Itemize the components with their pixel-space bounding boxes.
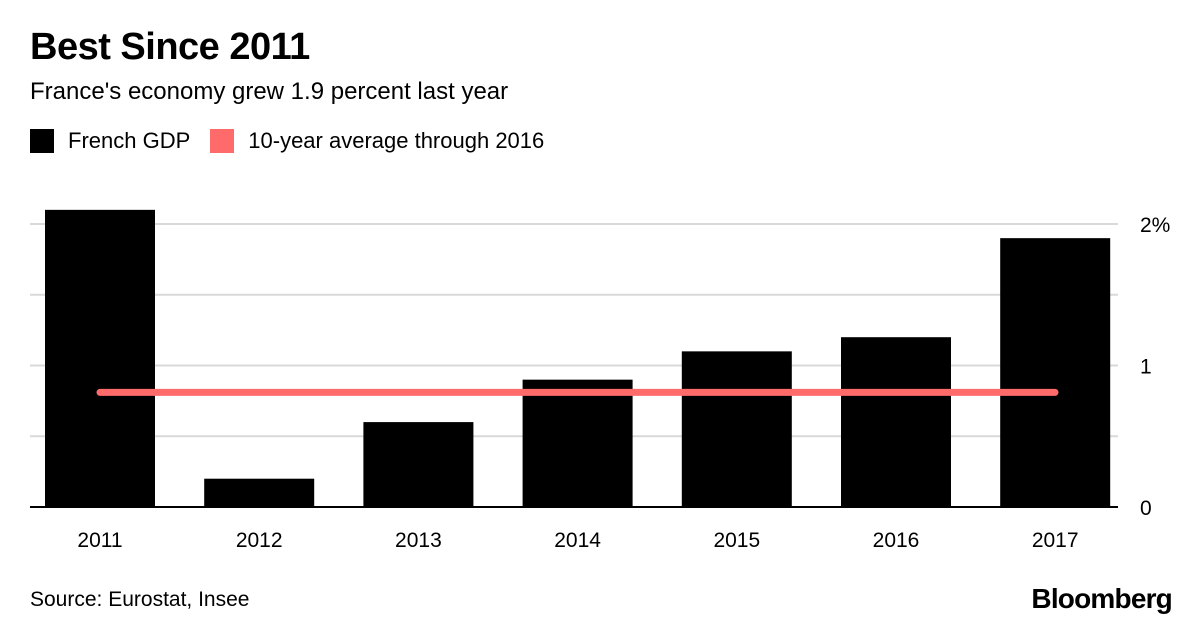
y-tick-label: 2% <box>1140 214 1170 237</box>
x-tick-label: 2014 <box>554 529 601 552</box>
bar <box>204 478 315 507</box>
bar <box>522 379 633 507</box>
x-tick-label: 2013 <box>395 529 442 552</box>
bar <box>363 422 474 507</box>
legend-item-french-gdp: French GDP <box>30 128 190 154</box>
y-tick-label: 1 <box>1140 356 1152 379</box>
chart-title: Best Since 2011 <box>30 26 310 68</box>
bar <box>1000 238 1111 507</box>
bar <box>841 337 951 507</box>
bar <box>681 351 792 507</box>
legend-swatch-french-gdp <box>30 129 54 153</box>
x-tick-label: 2016 <box>873 529 920 552</box>
y-tick-label: 0 <box>1140 497 1152 520</box>
bar <box>45 209 155 507</box>
x-tick-label: 2015 <box>713 529 760 552</box>
x-tick-label: 2011 <box>77 529 122 552</box>
legend-item-average: 10-year average through 2016 <box>210 128 544 154</box>
legend-swatch-average <box>210 129 235 153</box>
brand-logo: Bloomberg <box>1031 583 1172 614</box>
legend: French GDP 10-year average through 2016 <box>30 128 564 154</box>
x-tick-label: 2017 <box>1032 529 1079 552</box>
legend-label-french-gdp: French GDP <box>68 128 191 153</box>
legend-label-average: 10-year average through 2016 <box>248 128 545 153</box>
chart-subtitle: France's economy grew 1.9 percent last y… <box>30 78 509 105</box>
x-tick-label: 2012 <box>236 529 283 552</box>
source-note: Source: Eurostat, Insee <box>30 588 250 611</box>
